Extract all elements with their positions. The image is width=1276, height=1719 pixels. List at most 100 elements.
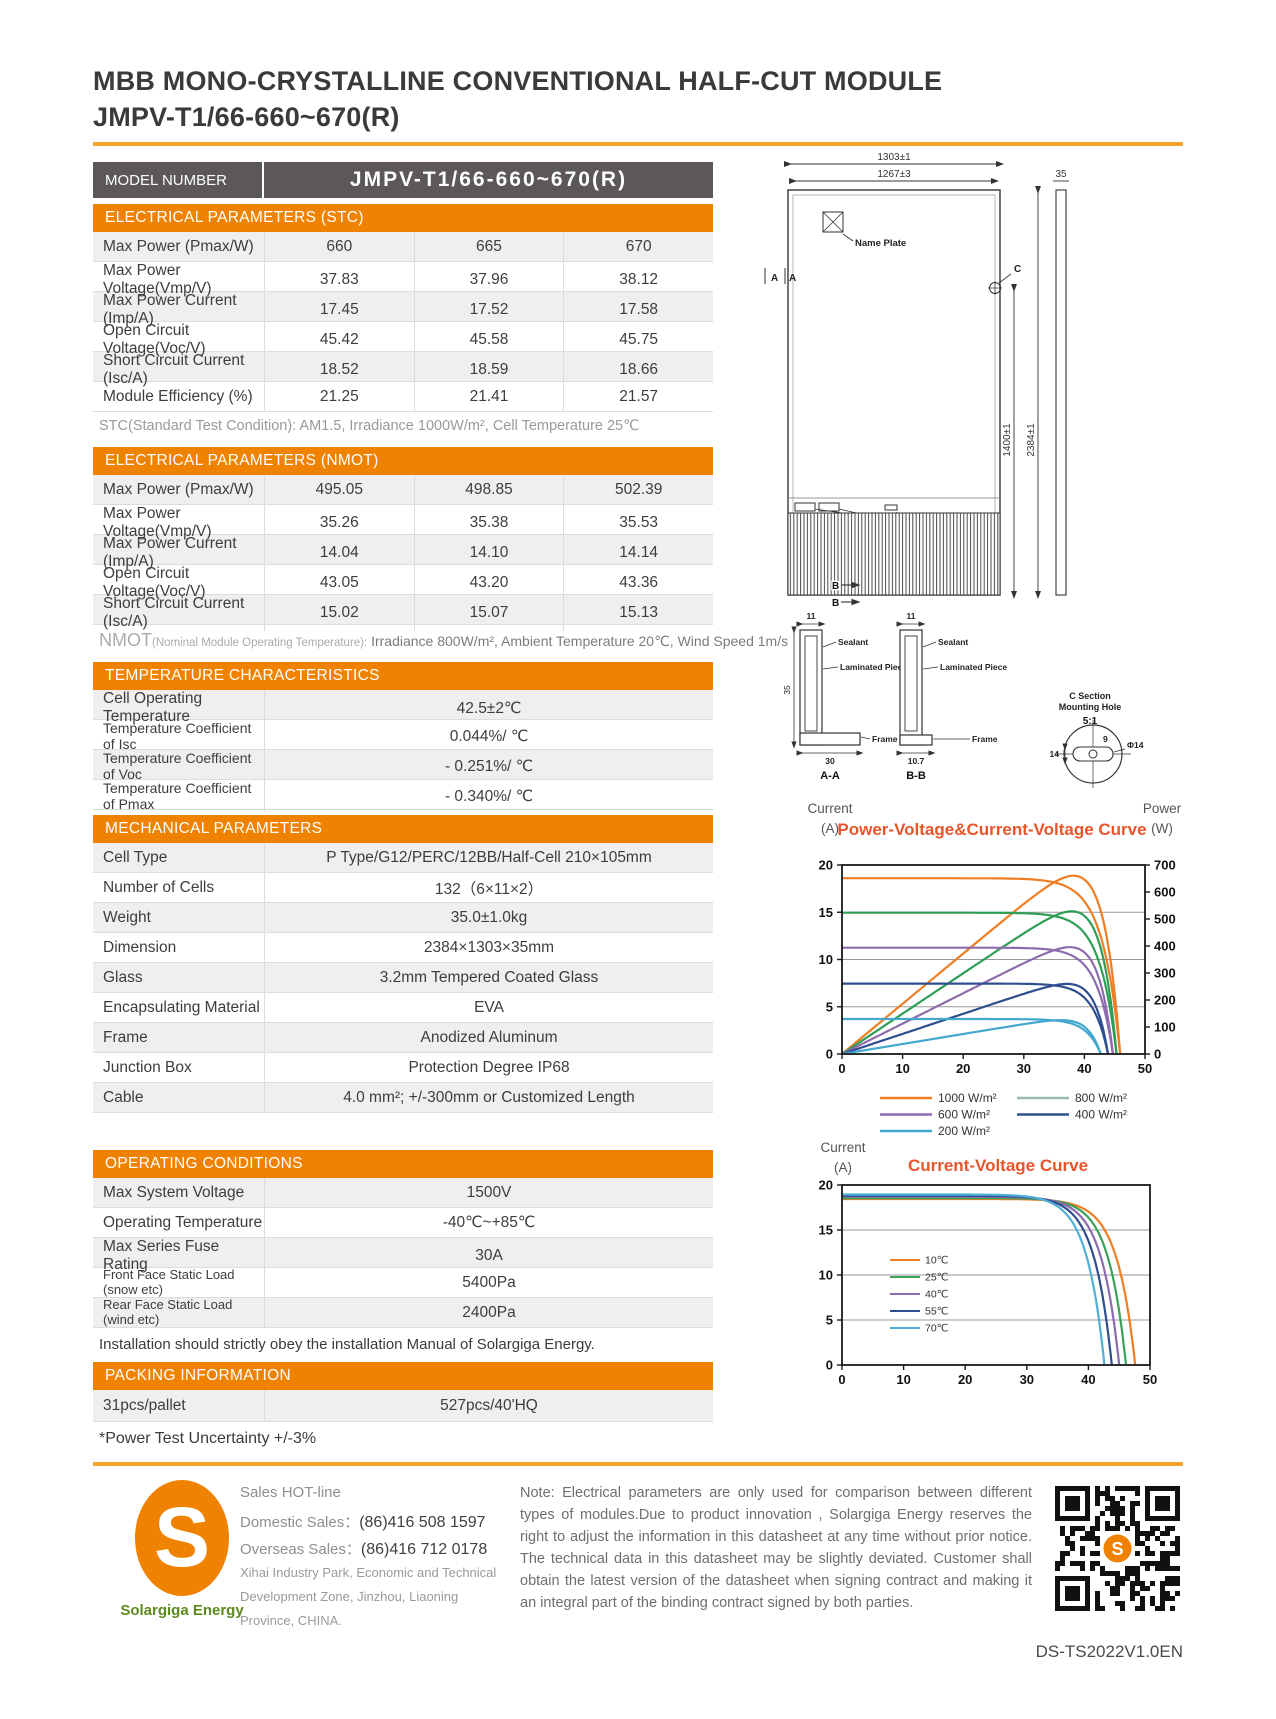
svg-text:200 W/m²: 200 W/m²	[938, 1124, 990, 1138]
param-label: Max System Voltage	[103, 1183, 245, 1201]
overseas-sales-label: Overseas Sales：	[240, 1541, 361, 1558]
svg-text:40℃: 40℃	[925, 1289, 948, 1301]
bb-dim-bottom: 10.7	[908, 756, 925, 766]
svg-text:15: 15	[819, 905, 833, 920]
name-plate-label: Name Plate	[855, 238, 906, 249]
power-test-uncertainty-note: *Power Test Uncertainty +/-3%	[99, 1430, 317, 1447]
table-row: Max Power Current (Imp/A) 17.45 17.52 17.58	[93, 292, 713, 328]
aa-dim-left: 35	[782, 685, 792, 695]
section-c-marker: C	[1014, 264, 1021, 275]
bb-caption: B-B	[906, 770, 926, 782]
operating-table: Max System Voltage 1500V Operating Temper…	[93, 1178, 713, 1328]
table-row: Module Efficiency (%) 21.25 21.41 21.57	[93, 382, 713, 412]
section-b-marker-1: B	[832, 581, 839, 592]
param-label: Temperature Coefficient of Pmax	[103, 780, 252, 812]
address-line-2: Development Zone, Jinzhou, Liaoning	[240, 1589, 459, 1604]
svg-text:0: 0	[826, 1358, 833, 1373]
table-row: Encapsulating Material EVA	[93, 993, 713, 1023]
param-value: 14.10	[413, 535, 564, 571]
table-row: Max Power Voltage(Vmp/V) 37.83 37.96 38.12	[93, 262, 713, 298]
nmot-note: NMOT(Nominal Module Operating Temperatur…	[99, 630, 788, 651]
bb-laminated-label: Laminated Piece	[940, 662, 1007, 672]
dim-width-inner: 1267±3	[877, 169, 911, 180]
section-a-marker-right: A	[789, 273, 796, 284]
overseas-sales-phone: (86)416 712 0178	[360, 1541, 488, 1558]
param-label: Max Power Current (Imp/A)	[103, 292, 237, 327]
nmot-note-small: (Nominal Module Operating Temperature):	[152, 637, 368, 649]
table-row: Cell Operating Temperature 42.5±2℃	[93, 690, 713, 726]
divider-bottom	[93, 1462, 1183, 1466]
section-header-packing: PACKING INFORMATION	[93, 1362, 713, 1390]
param-value: 0.044%/ ℃	[264, 720, 713, 752]
section-header-nmot: ELECTRICAL PARAMETERS (NMOT)	[93, 447, 713, 475]
svg-text:20: 20	[819, 1178, 833, 1193]
aa-dim-bottom: 30	[825, 756, 835, 766]
param-label: Temperature Coefficient of Isc	[103, 720, 252, 752]
param-value: 17.58	[563, 292, 713, 328]
param-value: 38.12	[563, 262, 713, 298]
svg-text:(A): (A)	[834, 1160, 852, 1175]
param-value: 42.5±2℃	[264, 690, 713, 726]
param-label: Frame	[103, 1028, 148, 1046]
svg-text:40: 40	[1081, 1372, 1095, 1387]
dim-height-inner: 1400±1	[1002, 423, 1013, 457]
packing-table: 31pcs/pallet 527pcs/40'HQ	[93, 1390, 713, 1422]
dim-height-outer: 2384±1	[1026, 423, 1037, 457]
section-header-stc: ELECTRICAL PARAMETERS (STC)	[93, 204, 713, 232]
svg-text:0: 0	[826, 1047, 833, 1062]
nmot-note-prefix: NMOT	[99, 630, 152, 650]
aa-caption: A-A	[820, 770, 840, 782]
param-label: Module Efficiency (%)	[103, 387, 253, 405]
param-value: 495.05	[264, 475, 414, 504]
svg-text:15: 15	[819, 1223, 833, 1238]
param-value: 43.20	[413, 565, 564, 601]
svg-text:400: 400	[1154, 939, 1176, 954]
param-value: 5400Pa	[264, 1268, 713, 1297]
table-row: Operating Temperature -40℃~+85℃	[93, 1208, 713, 1238]
param-value: 37.96	[413, 262, 564, 298]
packing-pallet: 31pcs/pallet	[103, 1396, 186, 1414]
param-label: Front Face Static Load (snow etc)	[103, 1267, 235, 1297]
cc-caption-2: Mounting Hole	[1059, 702, 1122, 712]
param-value: 37.83	[264, 262, 414, 298]
address-line-1: Xihai Industry Park, Economic and Techni…	[240, 1565, 497, 1580]
param-label: Max Power Voltage(Vmp/V)	[103, 262, 212, 297]
table-row: Open Circuit Voltage(Voc/V) 45.42 45.58 45.…	[93, 322, 713, 358]
param-value: 21.57	[563, 382, 713, 411]
table-row: Max Series Fuse Rating 30A	[93, 1238, 713, 1274]
logo-letter: S	[154, 1490, 210, 1584]
param-value: 18.66	[563, 352, 713, 388]
param-value: 35.53	[563, 505, 713, 541]
qr-code: S	[1055, 1486, 1180, 1611]
param-value: 502.39	[563, 475, 713, 504]
stc-note: STC(Standard Test Condition): AM1.5, Irr…	[99, 418, 640, 434]
param-value: 3.2mm Tempered Coated Glass	[264, 963, 713, 992]
table-row: Front Face Static Load (snow etc) 5400Pa	[93, 1268, 713, 1298]
param-label: Max Power Current (Imp/A)	[103, 535, 237, 570]
cc-dim-height: 14	[1050, 749, 1060, 759]
param-label: Weight	[103, 908, 151, 926]
param-value: 17.45	[264, 292, 414, 328]
param-value: 43.05	[264, 565, 414, 601]
param-label: Number of Cells	[103, 878, 215, 896]
aa-dim-top: 11	[807, 611, 816, 621]
table-row: Max System Voltage 1500V	[93, 1178, 713, 1208]
document-code: DS-TS2022V1.0EN	[1035, 1642, 1183, 1661]
param-label: Temperature Coefficient of Voc	[103, 750, 252, 782]
param-label: Encapsulating Material	[103, 998, 260, 1016]
svg-text:300: 300	[1154, 966, 1176, 981]
param-value: 2400Pa	[264, 1298, 713, 1327]
param-label: Max Series Fuse Rating	[103, 1238, 220, 1273]
svg-text:20: 20	[958, 1372, 972, 1387]
section-a-marker-left: A	[771, 273, 778, 284]
param-label: Short Circuit Current (Isc/A)	[103, 352, 245, 387]
svg-text:5: 5	[826, 1313, 833, 1328]
table-row: Junction Box Protection Degree IP68	[93, 1053, 713, 1083]
param-value: Protection Degree IP68	[264, 1053, 713, 1082]
param-value: 660	[264, 232, 414, 261]
svg-text:10: 10	[819, 1268, 833, 1283]
domestic-sales-phone: (86)416 508 1597	[359, 1514, 486, 1531]
param-value: 35.26	[264, 505, 414, 541]
table-row: Max Power (Pmax/W) 660 665 670	[93, 232, 713, 262]
